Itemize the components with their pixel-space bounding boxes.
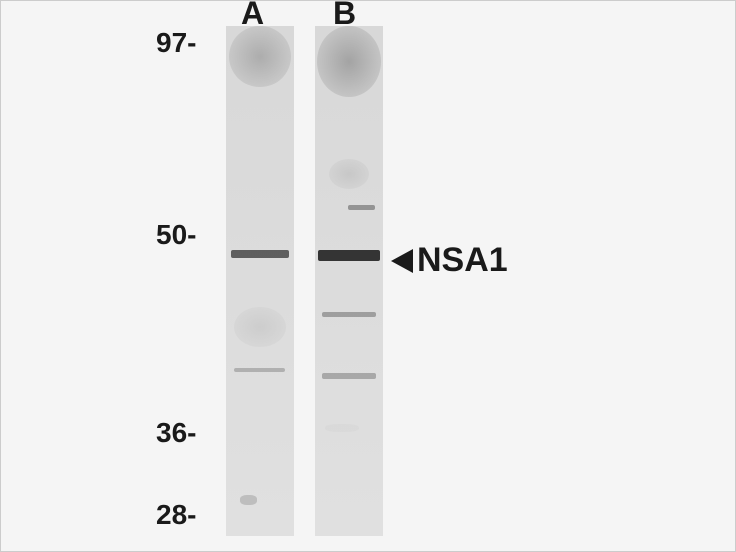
blot-figure: A B 97- 50- 36- 28- NSA1 bbox=[0, 0, 736, 552]
lane-a-smear-mid bbox=[234, 307, 286, 348]
arrow-left-icon bbox=[391, 249, 413, 273]
lane-b-noise bbox=[325, 424, 359, 432]
marker-36: 36- bbox=[156, 417, 196, 449]
lane-b-smear-upper bbox=[329, 159, 370, 190]
lane-b-band-mid bbox=[322, 312, 376, 317]
lane-b bbox=[315, 26, 383, 536]
lane-a bbox=[226, 26, 294, 536]
lane-a-band-main bbox=[231, 250, 289, 258]
marker-50: 50- bbox=[156, 219, 196, 251]
lane-b-band-upper bbox=[348, 205, 375, 210]
lane-b-label: B bbox=[333, 0, 356, 32]
protein-name: NSA1 bbox=[417, 241, 508, 280]
lane-b-band-main bbox=[318, 250, 381, 261]
lane-b-band-lower bbox=[322, 373, 375, 379]
protein-label: NSA1 bbox=[391, 241, 508, 280]
lane-b-smear-top bbox=[317, 26, 381, 97]
lane-a-label: A bbox=[241, 0, 264, 32]
lane-a-band-lower bbox=[234, 368, 285, 372]
marker-97: 97- bbox=[156, 27, 196, 59]
marker-28: 28- bbox=[156, 499, 196, 531]
lane-a-smear-top bbox=[229, 26, 290, 87]
lane-a-noise bbox=[240, 495, 257, 505]
